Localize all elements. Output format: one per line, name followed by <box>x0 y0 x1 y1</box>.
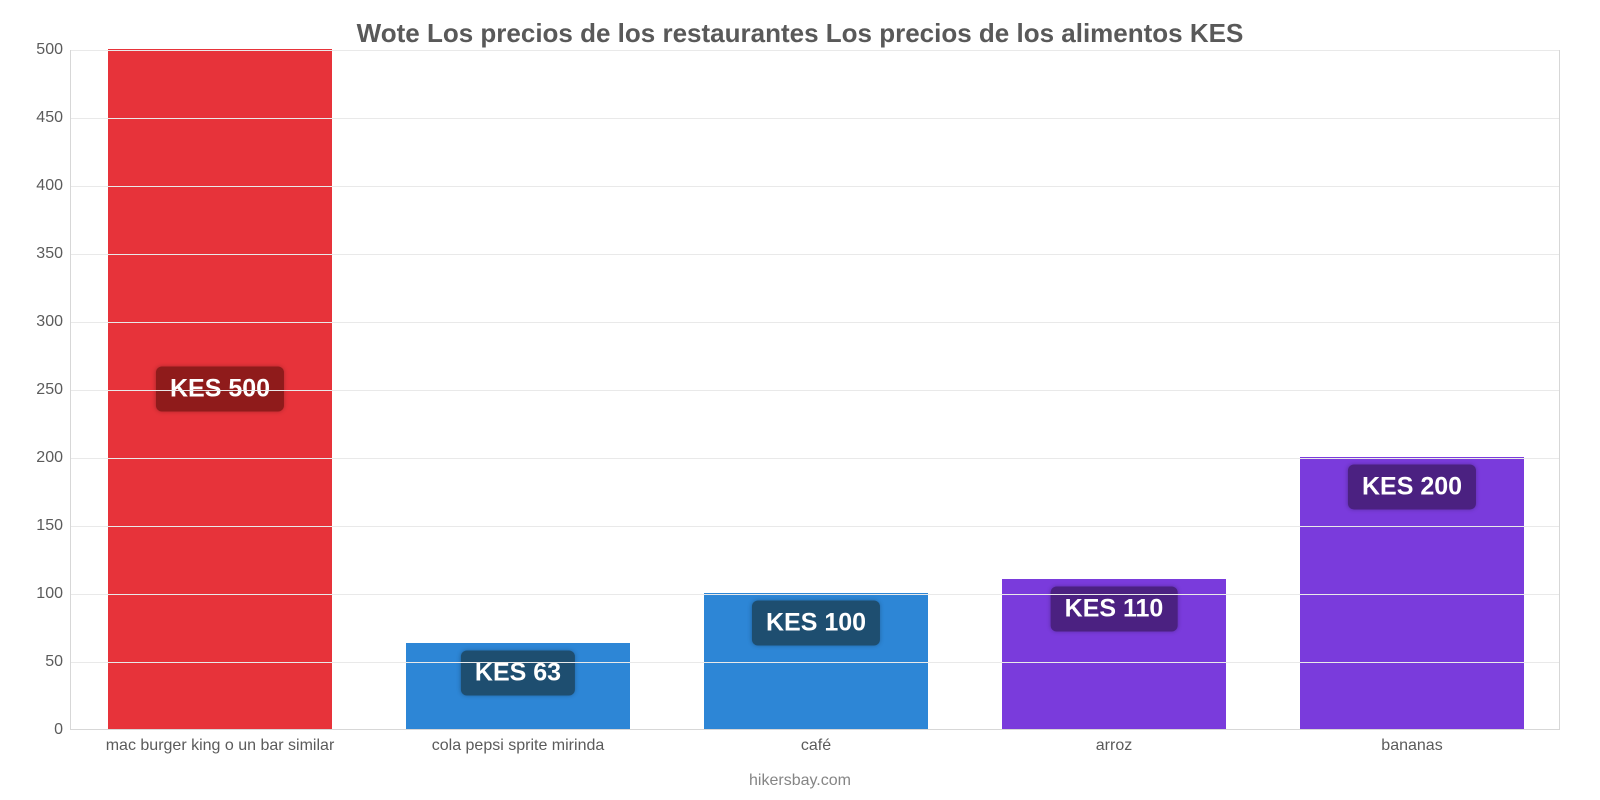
xtick-label: bananas <box>1381 737 1442 755</box>
ytick-label: 50 <box>45 653 63 671</box>
xtick-label: café <box>801 737 831 755</box>
grid-line <box>71 50 1559 51</box>
ytick-label: 200 <box>36 449 63 467</box>
value-badge: KES 100 <box>752 601 880 646</box>
plot-area: KES 500mac burger king o un bar similarK… <box>70 50 1560 730</box>
grid-line <box>71 186 1559 187</box>
xtick-label: arroz <box>1096 737 1132 755</box>
grid-line <box>71 458 1559 459</box>
grid-line <box>71 254 1559 255</box>
value-badge: KES 200 <box>1348 465 1476 510</box>
ytick-label: 300 <box>36 313 63 331</box>
ytick-label: 250 <box>36 381 63 399</box>
grid-line <box>71 322 1559 323</box>
value-badge: KES 63 <box>461 651 575 696</box>
grid-line <box>71 526 1559 527</box>
price-bar-chart: Wote Los precios de los restaurantes Los… <box>0 0 1600 800</box>
grid-line <box>71 118 1559 119</box>
ytick-label: 100 <box>36 585 63 603</box>
ytick-label: 350 <box>36 245 63 263</box>
grid-line <box>71 594 1559 595</box>
ytick-label: 400 <box>36 177 63 195</box>
value-badge: KES 500 <box>156 367 284 412</box>
xtick-label: cola pepsi sprite mirinda <box>432 737 605 755</box>
chart-footer: hikersbay.com <box>0 772 1600 790</box>
chart-title: Wote Los precios de los restaurantes Los… <box>0 18 1600 49</box>
ytick-label: 450 <box>36 109 63 127</box>
xtick-label: mac burger king o un bar similar <box>106 737 335 755</box>
ytick-label: 0 <box>54 721 63 739</box>
ytick-label: 150 <box>36 517 63 535</box>
ytick-label: 500 <box>36 41 63 59</box>
grid-line <box>71 390 1559 391</box>
grid-line <box>71 662 1559 663</box>
